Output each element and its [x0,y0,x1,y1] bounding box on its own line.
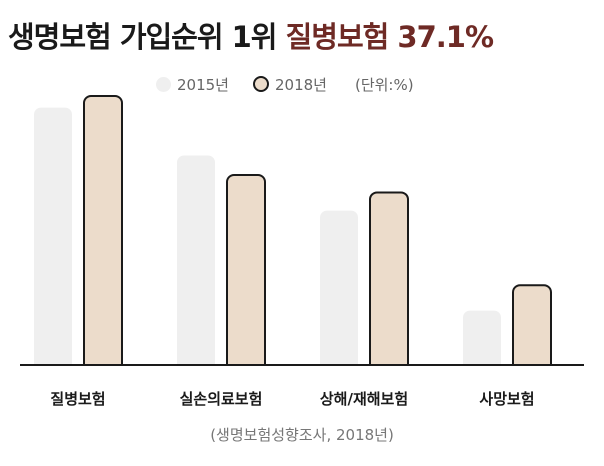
bar-2018-2 [369,191,409,372]
bar-2015-1 [177,155,215,371]
bar-2018-1 [226,174,266,372]
chart-title: 생명보험 가입순위 1위 질병보험 37.1% [8,14,596,56]
baseline-mask [20,366,584,376]
legend-label-2018: 2018년 [274,75,327,94]
bar-2015-2 [320,210,358,371]
legend-item-2018: 2018년 [252,74,327,95]
legend-swatch-2018 [252,76,269,92]
category-label-2: 상해/재해보험 [320,390,408,408]
legend-swatch-2015 [156,76,171,92]
bar-2018-0 [83,95,123,373]
category-label-1: 실손의료보험 [180,390,263,408]
chart-source: (생명보험성향조사, 2018년) [210,426,394,444]
legend-label-2015: 2015년 [177,75,229,94]
bar-2015-0 [34,107,72,371]
category-label-3: 사망보험 [479,390,534,408]
chart-legend: 2015년 2018년 (단위:%) [156,74,414,94]
bar-2018-3 [512,284,552,372]
legend-unit: (단위:%) [354,75,414,94]
bar-2015-3 [463,310,501,371]
chart-title-accent: 질병보험 37.1% [285,20,494,54]
chart-title-main: 생명보험 가입순위 1위 [8,20,277,54]
legend-item-2015: 2015년 [156,74,229,95]
category-label-0: 질병보험 [50,390,105,408]
